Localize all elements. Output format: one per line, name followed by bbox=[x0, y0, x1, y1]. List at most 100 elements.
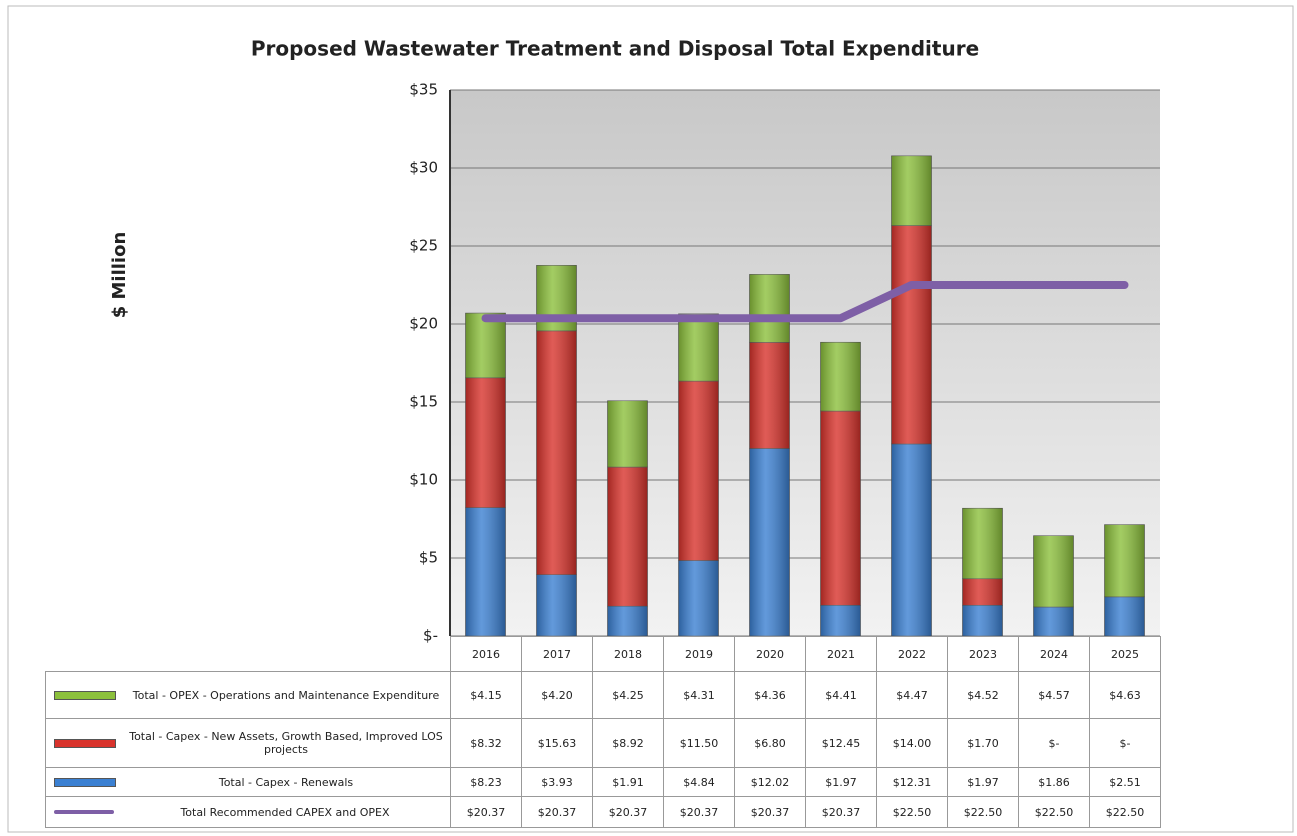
data-table: 2016 2017 2018 2019 2020 2021 2022 2023 2024 2025… bbox=[45, 636, 1161, 828]
year-cell: 2016 bbox=[450, 636, 522, 672]
bar-shade bbox=[465, 377, 506, 508]
table-row: Total Recommended CAPEX and OPEX $20.37 $2… bbox=[45, 796, 1161, 828]
year-cell: 2021 bbox=[805, 636, 877, 672]
value-cell: $8.23 bbox=[450, 767, 522, 797]
value-cell: $2.51 bbox=[1089, 767, 1161, 797]
bar-shade bbox=[465, 507, 506, 636]
value-cell: $12.02 bbox=[734, 767, 806, 797]
bar-shade bbox=[536, 330, 577, 575]
value-cell: $4.47 bbox=[876, 671, 948, 719]
value-cell: $6.80 bbox=[734, 718, 806, 768]
value-cell: $4.20 bbox=[521, 671, 593, 719]
value-cell: $8.92 bbox=[592, 718, 664, 768]
chart-title: Proposed Wastewater Treatment and Dispos… bbox=[251, 37, 979, 61]
bar-shade bbox=[678, 560, 719, 636]
table-row: Total - Capex - Renewals $8.23 $3.93 $1.91 $… bbox=[45, 767, 1161, 797]
value-cell: $4.25 bbox=[592, 671, 664, 719]
value-cell: $20.37 bbox=[805, 796, 877, 828]
year-cell: 2019 bbox=[663, 636, 735, 672]
y-tick-label: $30 bbox=[409, 159, 438, 177]
bar-shade bbox=[678, 313, 719, 382]
frame bbox=[7, 5, 1294, 833]
bar-shade bbox=[749, 342, 790, 449]
bar-shade bbox=[962, 508, 1003, 579]
value-cell: $1.86 bbox=[1018, 767, 1090, 797]
value-cell: $15.63 bbox=[521, 718, 593, 768]
legend-swatch bbox=[54, 690, 116, 700]
legend-label: Total - OPEX - Operations and Maintenanc… bbox=[132, 688, 440, 702]
value-cell: $20.37 bbox=[734, 796, 806, 828]
y-axis-label: $ Million bbox=[109, 232, 130, 319]
legend-label: Total - Capex - New Assets, Growth Based… bbox=[129, 730, 443, 756]
bar-shade bbox=[820, 605, 861, 636]
legend-label: Total - Capex - Renewals bbox=[218, 775, 354, 789]
bar-shade bbox=[678, 381, 719, 561]
year-cell: 2022 bbox=[876, 636, 948, 672]
bar-shade bbox=[820, 342, 861, 412]
legend-cell: Total - Capex - Renewals bbox=[45, 767, 451, 797]
bar-shade bbox=[891, 225, 932, 444]
value-cell: $1.97 bbox=[805, 767, 877, 797]
value-cell: $4.63 bbox=[1089, 671, 1161, 719]
bar-shade bbox=[1104, 596, 1145, 636]
y-tick-label: $35 bbox=[409, 81, 438, 99]
bar-shade bbox=[820, 411, 861, 606]
table-row: Total - OPEX - Operations and Maintenanc… bbox=[45, 671, 1161, 719]
bar-shade bbox=[1033, 606, 1074, 636]
value-cell: $8.32 bbox=[450, 718, 522, 768]
bar-shade bbox=[962, 578, 1003, 606]
legend-cell: Total Recommended CAPEX and OPEX bbox=[45, 796, 451, 828]
value-cell: $20.37 bbox=[592, 796, 664, 828]
value-cell: $- bbox=[1089, 718, 1161, 768]
y-tick-label: $10 bbox=[409, 471, 438, 489]
value-cell: $4.84 bbox=[663, 767, 735, 797]
legend-swatch bbox=[54, 810, 114, 814]
bar-shade bbox=[1033, 535, 1074, 607]
y-tick-label: $15 bbox=[409, 393, 438, 411]
bar-shade bbox=[962, 605, 1003, 636]
table-header-row: 2016 2017 2018 2019 2020 2021 2022 2023 2024 2025 bbox=[45, 636, 1161, 672]
bar-shade bbox=[891, 155, 932, 226]
year-cell: 2023 bbox=[947, 636, 1019, 672]
value-cell: $4.57 bbox=[1018, 671, 1090, 719]
year-cell: 2024 bbox=[1018, 636, 1090, 672]
value-cell: $4.31 bbox=[663, 671, 735, 719]
legend-cell: Total - OPEX - Operations and Maintenanc… bbox=[45, 671, 451, 719]
legend-swatch bbox=[54, 777, 116, 787]
value-cell: $- bbox=[1018, 718, 1090, 768]
year-cell: 2018 bbox=[592, 636, 664, 672]
total-line bbox=[481, 281, 1129, 323]
value-cell: $3.93 bbox=[521, 767, 593, 797]
value-cell: $12.31 bbox=[876, 767, 948, 797]
bar-shade bbox=[749, 274, 790, 343]
value-cell: $1.91 bbox=[592, 767, 664, 797]
value-cell: $20.37 bbox=[450, 796, 522, 828]
table-corner bbox=[45, 636, 451, 672]
bar-shade bbox=[607, 606, 648, 636]
bar-shade bbox=[607, 400, 648, 468]
bar-shade bbox=[749, 448, 790, 636]
y-tick-label: $- bbox=[423, 627, 438, 645]
legend-swatch bbox=[54, 738, 116, 748]
y-tick-label: $5 bbox=[419, 549, 438, 567]
value-cell: $1.97 bbox=[947, 767, 1019, 797]
legend-label: Total Recommended CAPEX and OPEX bbox=[180, 805, 390, 819]
value-cell: $20.37 bbox=[663, 796, 735, 828]
value-cell: $22.50 bbox=[1089, 796, 1161, 828]
value-cell: $4.15 bbox=[450, 671, 522, 719]
value-cell: $4.52 bbox=[947, 671, 1019, 719]
value-cell: $22.50 bbox=[947, 796, 1019, 828]
bar-shade bbox=[607, 467, 648, 607]
value-cell: $4.41 bbox=[805, 671, 877, 719]
value-cell: $14.00 bbox=[876, 718, 948, 768]
value-cell: $12.45 bbox=[805, 718, 877, 768]
year-cell: 2025 bbox=[1089, 636, 1161, 672]
year-cell: 2017 bbox=[521, 636, 593, 672]
table-row: Total - Capex - New Assets, Growth Based… bbox=[45, 718, 1161, 768]
legend-cell: Total - Capex - New Assets, Growth Based… bbox=[45, 718, 451, 768]
value-cell: $11.50 bbox=[663, 718, 735, 768]
bar-shade bbox=[1104, 524, 1145, 597]
value-cell: $22.50 bbox=[1018, 796, 1090, 828]
